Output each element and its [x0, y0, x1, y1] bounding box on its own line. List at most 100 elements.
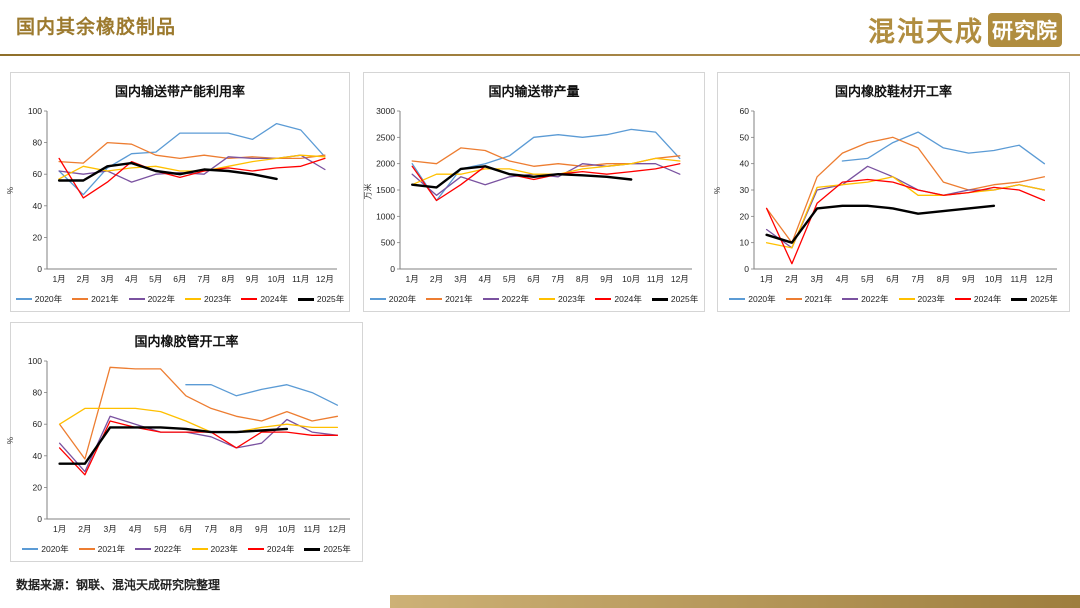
svg-text:9月: 9月: [962, 274, 975, 284]
chart-plot-area: % 0 20 40 60 80 100 1月 2月 3月 4月 5月 6月 7月 8月 9月 10月 11月 12…: [6, 353, 362, 537]
svg-text:1月: 1月: [53, 524, 66, 534]
chart-title: 国内输送带产能利用率: [114, 84, 245, 99]
svg-text:7月: 7月: [552, 274, 565, 284]
chart-title: 国内橡胶鞋材开工率: [834, 84, 952, 99]
svg-text:9月: 9月: [246, 274, 259, 284]
svg-text:6月: 6月: [527, 274, 540, 284]
svg-text:40: 40: [33, 451, 43, 461]
svg-text:4月: 4月: [125, 274, 138, 284]
svg-text:0: 0: [390, 264, 395, 274]
svg-text:5月: 5月: [861, 274, 874, 284]
svg-text:11月: 11月: [292, 274, 309, 284]
svg-text:9月: 9月: [600, 274, 613, 284]
svg-text:4月: 4月: [129, 524, 142, 534]
legend-label: 2023年: [210, 544, 238, 554]
legend-swatch: [954, 298, 971, 300]
legend-item: 2020年: [15, 293, 63, 305]
line-chart-svg: 0 10 20 30 40 50 60 1月 2月 3月 4月 5月 6月 7月 8月 9月 10月 11月 12月: [740, 106, 1057, 284]
legend-swatch: [729, 298, 746, 300]
svg-text:6月: 6月: [173, 274, 186, 284]
legend-swatch: [185, 298, 201, 300]
legend-label: 2024年: [266, 544, 295, 554]
svg-text:4月: 4月: [836, 274, 849, 284]
legend-swatch: [304, 547, 321, 551]
logo-seal-badge: 研究院: [988, 12, 1062, 47]
legend-swatch: [72, 298, 89, 300]
svg-text:10月: 10月: [268, 274, 286, 284]
legend-label: 2022年: [154, 544, 182, 554]
legend-label: 2023年: [204, 294, 232, 304]
svg-text:7月: 7月: [197, 274, 210, 284]
page-title: 国内其余橡胶制品: [16, 17, 177, 38]
y-axis-label: %: [6, 186, 16, 194]
svg-text:2月: 2月: [77, 274, 90, 284]
svg-text:60: 60: [33, 169, 43, 179]
svg-text:30: 30: [740, 185, 750, 195]
svg-text:10月: 10月: [622, 274, 640, 284]
legend-item: 2023年: [191, 543, 238, 555]
legend-swatch: [1011, 297, 1028, 301]
legend-item: 2024年: [241, 293, 288, 305]
svg-text:80: 80: [33, 388, 43, 398]
svg-text:5月: 5月: [503, 274, 516, 284]
legend-item: 2022年: [482, 293, 529, 305]
svg-text:0: 0: [37, 264, 42, 274]
svg-text:80: 80: [33, 138, 43, 148]
svg-text:8月: 8月: [222, 274, 235, 284]
legend-swatch: [898, 298, 915, 300]
legend-swatch: [369, 298, 386, 300]
y-axis-label: 万米: [363, 183, 373, 200]
chart-rubber-hose-operating-rate: 国内橡胶管开工率 % 0 20 40 60 80 100 1月 2月 3月 4月 5月 6月 7月 8月 9…: [6, 322, 363, 562]
svg-text:2000: 2000: [376, 159, 395, 169]
legend-item: 2025年: [651, 293, 698, 305]
legend-item: 2024年: [954, 293, 1001, 305]
legend-item: 2023年: [185, 293, 231, 305]
chart-legend: 2020年 2021年 2022年 2023年 2024年 2025年: [364, 287, 704, 311]
svg-text:1000: 1000: [376, 211, 395, 221]
svg-text:7月: 7月: [205, 524, 218, 534]
logo-text: 混沌天成: [868, 17, 984, 47]
svg-text:3月: 3月: [454, 274, 467, 284]
data-source-note: 数据来源：钢联、混沌天成研究院整理: [16, 578, 221, 592]
legend-item: 2022年: [135, 543, 182, 555]
legend-item: 2020年: [729, 293, 776, 305]
svg-text:8月: 8月: [576, 274, 589, 284]
svg-text:12月: 12月: [328, 524, 346, 534]
legend-swatch: [135, 548, 152, 550]
svg-text:1月: 1月: [406, 274, 419, 284]
svg-text:10月: 10月: [278, 524, 296, 534]
chart-legend: 2020年 2021年 2022年 2023年 2024年 2025年: [11, 537, 362, 561]
legend-label: 2021年: [97, 544, 126, 554]
company-logo: 混沌天成 研究院: [868, 10, 1062, 49]
legend-swatch: [651, 297, 668, 301]
legend-label: 2020年: [34, 294, 63, 304]
header-divider: [0, 54, 1080, 56]
line-chart-svg: 0 500 1000 1500 2000 2500 3000 1月 2月 3月 4月 5月 6月 7月 8月…: [376, 106, 692, 284]
legend-label: 2025年: [323, 544, 351, 554]
legend-swatch: [247, 548, 264, 550]
svg-text:3月: 3月: [811, 274, 824, 284]
legend-swatch: [426, 298, 443, 300]
svg-text:3月: 3月: [101, 274, 114, 284]
legend-label: 2024年: [614, 294, 642, 304]
svg-text:500: 500: [381, 238, 395, 248]
svg-text:8月: 8月: [937, 274, 950, 284]
svg-text:20: 20: [740, 211, 750, 221]
chart-legend: 2020年 2021年 2022年 2023年 2024年 2025年: [718, 287, 1069, 311]
legend-item: 2021年: [72, 293, 119, 305]
line-chart-svg: 0 20 40 60 80 100 1月 2月 3月 4月 5月 6月 7月 8月 9月 10月 11月 12月: [28, 106, 337, 284]
y-axis-label: %: [6, 436, 16, 444]
svg-text:12月: 12月: [671, 274, 689, 284]
footer-accent-bar: [390, 595, 1080, 608]
legend-item: 2025年: [297, 293, 344, 305]
legend-item: 2025年: [304, 543, 351, 555]
svg-text:2月: 2月: [78, 524, 91, 534]
legend-item: 2020年: [22, 543, 69, 555]
legend-label: 2023年: [917, 294, 945, 304]
svg-text:11月: 11月: [1010, 274, 1027, 284]
legend-label: 2021年: [445, 294, 473, 304]
legend-swatch: [78, 548, 95, 550]
y-axis-label: %: [713, 186, 723, 194]
legend-swatch: [15, 298, 32, 300]
chart-legend: 2020年 2021年 2022年 2023年 2024年 2025年: [11, 287, 349, 311]
